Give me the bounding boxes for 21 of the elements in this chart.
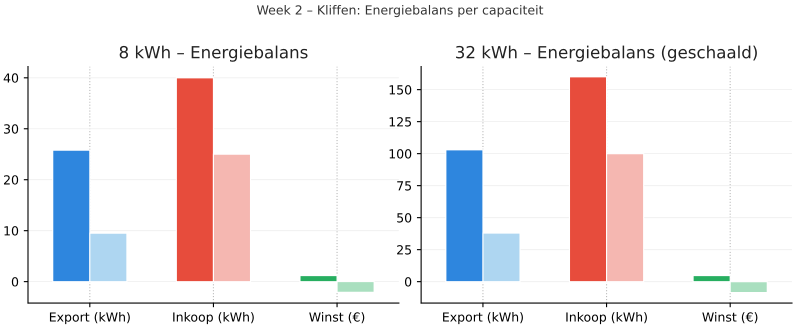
y-tick-label: 0 [404, 277, 412, 287]
y-tick-label: 100 [390, 149, 412, 159]
y-tick-label: 40 [4, 73, 18, 83]
chart-title: 8 kWh – Energiebalans [120, 46, 308, 62]
y-tick-label: 50 [397, 213, 412, 223]
y-tick-label: 125 [390, 117, 412, 127]
y-tick-label: 20 [4, 175, 18, 185]
text: Week 2 – Kliffen: Energiebalans per capaciteit [256, 4, 544, 18]
x-tick-label: Export (kWh) [443, 312, 523, 324]
y-tick-label: 150 [390, 85, 412, 95]
y-tick-label: 10 [4, 226, 18, 236]
y-tick-label: 0 [12, 277, 18, 287]
chart-title: 32 kWh – Energiebalans (geschaald) [456, 46, 757, 62]
y-tick-label: 25 [397, 245, 412, 255]
y-tick-label: 75 [397, 181, 412, 191]
x-tick-label: Inkoop (kWh) [566, 312, 647, 324]
x-tick-label: Inkoop (kWh) [173, 312, 254, 324]
x-tick-label: Winst (€) [309, 312, 364, 324]
y-tick-label: 30 [4, 124, 18, 134]
x-tick-label: Winst (€) [702, 312, 758, 324]
x-tick-label: Export (kWh) [50, 312, 130, 324]
